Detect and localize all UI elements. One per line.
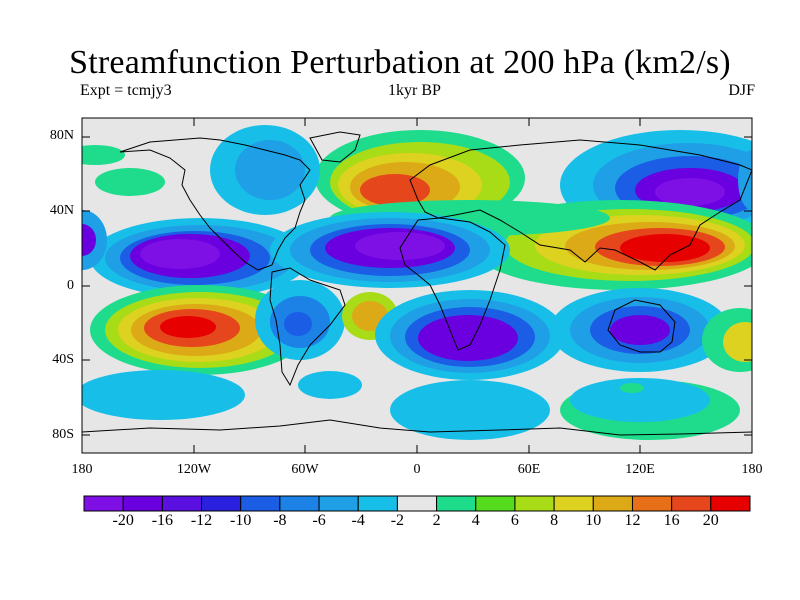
colorbar-label: 20: [702, 512, 719, 529]
feature-tasman-high: [702, 308, 752, 372]
colorbar-label: 2: [432, 512, 441, 529]
coastlines: [82, 131, 752, 436]
colorbar-swatch: [631, 495, 673, 512]
colorbar-label: 16: [663, 512, 680, 529]
feature-south-america-low: [255, 280, 345, 360]
lon-label-180w: 180: [71, 462, 93, 477]
colorbar-label: 4: [471, 512, 480, 529]
feature-pacific-low: [90, 218, 310, 298]
colorbar-label: -4: [351, 512, 365, 529]
colorbar-swatch: [122, 495, 163, 512]
feature-alaska-high: [82, 145, 165, 196]
feature-dateline-low: [82, 210, 107, 270]
feature-southern-ocean-low: [82, 370, 550, 440]
coast-africa: [399, 217, 506, 351]
colorbar-swatch: [436, 495, 477, 512]
colorbar-swatch: [671, 495, 712, 512]
colorbar-label: 6: [510, 512, 519, 529]
season-label: DJF: [728, 82, 755, 99]
colorbar-swatch: [279, 495, 320, 512]
colorbar-label: -10: [230, 512, 252, 529]
colorbar-label: 10: [585, 512, 602, 529]
colorbar-swatch: [553, 495, 594, 512]
coast-greenland: [309, 131, 361, 163]
colorbar-swatch: [240, 495, 281, 512]
lon-label-120e: 120E: [625, 462, 655, 477]
lon-label-60w: 60W: [291, 462, 319, 477]
coast-north-america: [119, 137, 311, 271]
lon-label-60e: 60E: [517, 462, 541, 477]
coast-antarctica: [82, 419, 752, 436]
colorbar-label: -16: [151, 512, 174, 529]
feature-southern-ocean-high: [560, 378, 740, 440]
coast-australia: [607, 299, 676, 353]
feature-east-asia-low: [560, 130, 752, 240]
chart-title: Streamfunction Perturbation at 200 hPa (…: [69, 44, 731, 81]
colorbar-label: -20: [112, 512, 134, 529]
colorbar-swatch: [514, 495, 555, 512]
feature-atlantic-low: [270, 212, 510, 288]
colorbar-label: -8: [273, 512, 287, 529]
colorbar-swatch: [396, 495, 438, 512]
colorbar-swatch: [161, 495, 203, 512]
period-label: 1kyr BP: [388, 82, 441, 99]
colorbar-swatch: [201, 495, 242, 512]
coast-south-america: [269, 267, 346, 387]
lat-label-40s: 40S: [52, 352, 74, 367]
lat-label-40n: 40N: [49, 203, 74, 218]
feature-south-pacific-high: [90, 285, 310, 375]
feature-australia-low: [550, 288, 730, 372]
contour-field: [82, 118, 752, 453]
feature-asia-high: [470, 200, 752, 290]
lat-label-80s: 80S: [52, 427, 74, 442]
colorbar-label: 8: [550, 512, 559, 529]
lat-label-0: 0: [67, 278, 74, 293]
colorbar-swatch: [475, 495, 516, 512]
colorbar-swatch: [83, 495, 124, 512]
colorbar-label: 12: [624, 512, 641, 529]
feature-north-america-low: [210, 125, 320, 215]
lon-label-120w: 120W: [176, 462, 212, 477]
lat-label-80n: 80N: [49, 128, 74, 143]
colorbar: [83, 495, 751, 512]
lon-label-180e: 180: [741, 462, 763, 477]
lon-label-0: 0: [413, 462, 421, 477]
colorbar-swatch: [710, 495, 751, 512]
colorbar-label: -2: [390, 512, 405, 529]
colorbar-swatch: [357, 495, 398, 512]
colorbar-swatch: [592, 495, 633, 512]
axis-ticks: [82, 118, 752, 453]
feature-south-africa-low: [375, 290, 565, 380]
coast-eurasia: [409, 139, 752, 271]
colorbar-swatch: [318, 495, 359, 512]
colorbar-label: -12: [190, 512, 213, 529]
experiment-label: Expt = tcmjy3: [80, 82, 172, 99]
colorbar-label: -6: [312, 512, 326, 529]
